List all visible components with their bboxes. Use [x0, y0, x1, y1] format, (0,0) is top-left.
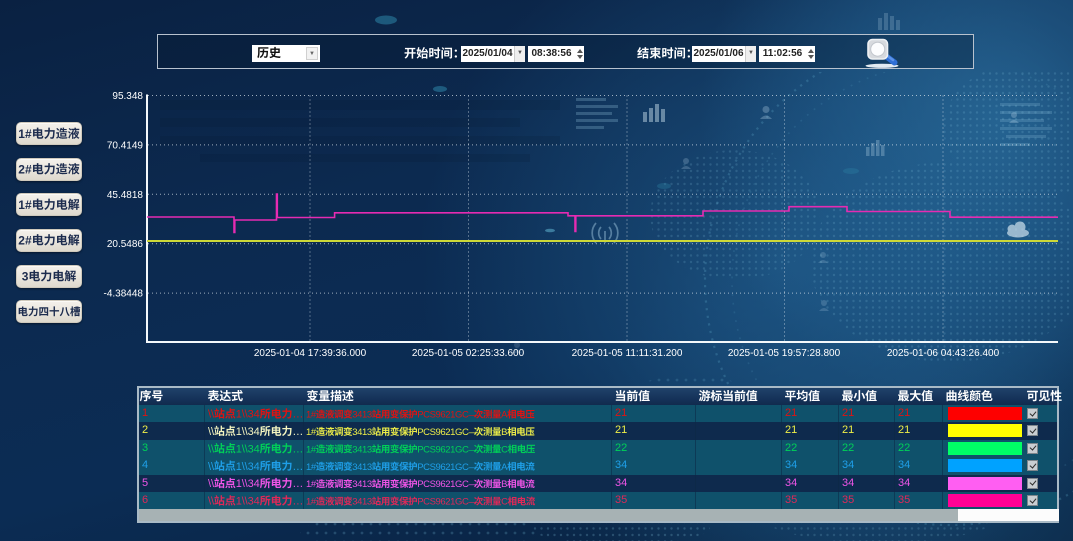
svg-text:PCS9621GC—: PCS9621GC—	[417, 497, 478, 508]
svg-text:\\: \\	[208, 409, 215, 421]
svg-text:PCS9621GC—: PCS9621GC—	[417, 462, 478, 473]
svg-text:\\: \\	[208, 461, 215, 473]
svg-text:1#: 1#	[18, 198, 32, 212]
svg-text:\\: \\	[208, 426, 215, 438]
svg-text:1#: 1#	[306, 479, 317, 490]
svg-text:PCS9621GC—: PCS9621GC—	[417, 479, 478, 490]
svg-text:…: …	[292, 478, 303, 490]
svg-text:1#: 1#	[306, 427, 317, 438]
svg-text:2025-01-05 02:25:33.600: 2025-01-05 02:25:33.600	[412, 348, 525, 359]
svg-text:3413: 3413	[352, 462, 372, 473]
svg-text:1\\34: 1\\34	[236, 478, 260, 490]
svg-text:PCS9621GC—: PCS9621GC—	[417, 410, 478, 421]
svg-text:70.4149: 70.4149	[107, 140, 144, 151]
svg-text:45.4818: 45.4818	[107, 190, 144, 201]
svg-text:3413: 3413	[352, 410, 372, 421]
svg-text:2025-01-05 11:11:31.200: 2025-01-05 11:11:31.200	[572, 348, 683, 359]
svg-text:20.5486: 20.5486	[107, 239, 144, 250]
svg-text:1\\34: 1\\34	[236, 443, 260, 455]
svg-text:…: …	[292, 443, 303, 455]
svg-text:A: A	[501, 462, 508, 473]
svg-text:1#: 1#	[306, 462, 317, 473]
svg-text:-4.38448: -4.38448	[104, 289, 144, 300]
svg-text:3413: 3413	[352, 497, 372, 508]
svg-text:1#: 1#	[306, 410, 317, 421]
svg-text:2#: 2#	[18, 162, 32, 176]
svg-text:…: …	[292, 426, 303, 438]
svg-text:B: B	[501, 479, 507, 490]
svg-text:A: A	[501, 410, 508, 421]
svg-text:…: …	[292, 461, 303, 473]
svg-text:\\: \\	[208, 496, 215, 508]
svg-text:1#: 1#	[18, 127, 32, 141]
svg-text:2025-01-04 17:39:36.000: 2025-01-04 17:39:36.000	[254, 348, 367, 359]
svg-text:C: C	[501, 497, 508, 508]
svg-text:1\\34: 1\\34	[236, 426, 260, 438]
svg-text:2025-01-06 04:43:26.400: 2025-01-06 04:43:26.400	[887, 348, 1000, 359]
svg-text:1#: 1#	[306, 497, 317, 508]
svg-text:1\\34: 1\\34	[236, 496, 260, 508]
svg-text:95.348: 95.348	[112, 91, 143, 102]
svg-text:2025-01-05 19:57:28.800: 2025-01-05 19:57:28.800	[728, 348, 841, 359]
svg-text:PCS9621GC—: PCS9621GC—	[417, 444, 478, 455]
svg-text:\\: \\	[208, 443, 215, 455]
svg-text:\\: \\	[208, 478, 215, 490]
svg-text:B: B	[501, 427, 507, 438]
svg-text:…: …	[292, 409, 303, 421]
svg-text:3413: 3413	[352, 427, 372, 438]
svg-text:3413: 3413	[352, 479, 372, 490]
svg-text:…: …	[292, 496, 303, 508]
svg-text:C: C	[501, 444, 508, 455]
svg-text:1#: 1#	[306, 444, 317, 455]
svg-text:2#: 2#	[18, 233, 32, 247]
svg-text:3: 3	[22, 269, 29, 283]
svg-text:1\\34: 1\\34	[236, 461, 260, 473]
svg-text:1\\34: 1\\34	[236, 409, 260, 421]
svg-text:3413: 3413	[352, 444, 372, 455]
svg-text:PCS9621GC—: PCS9621GC—	[417, 427, 478, 438]
